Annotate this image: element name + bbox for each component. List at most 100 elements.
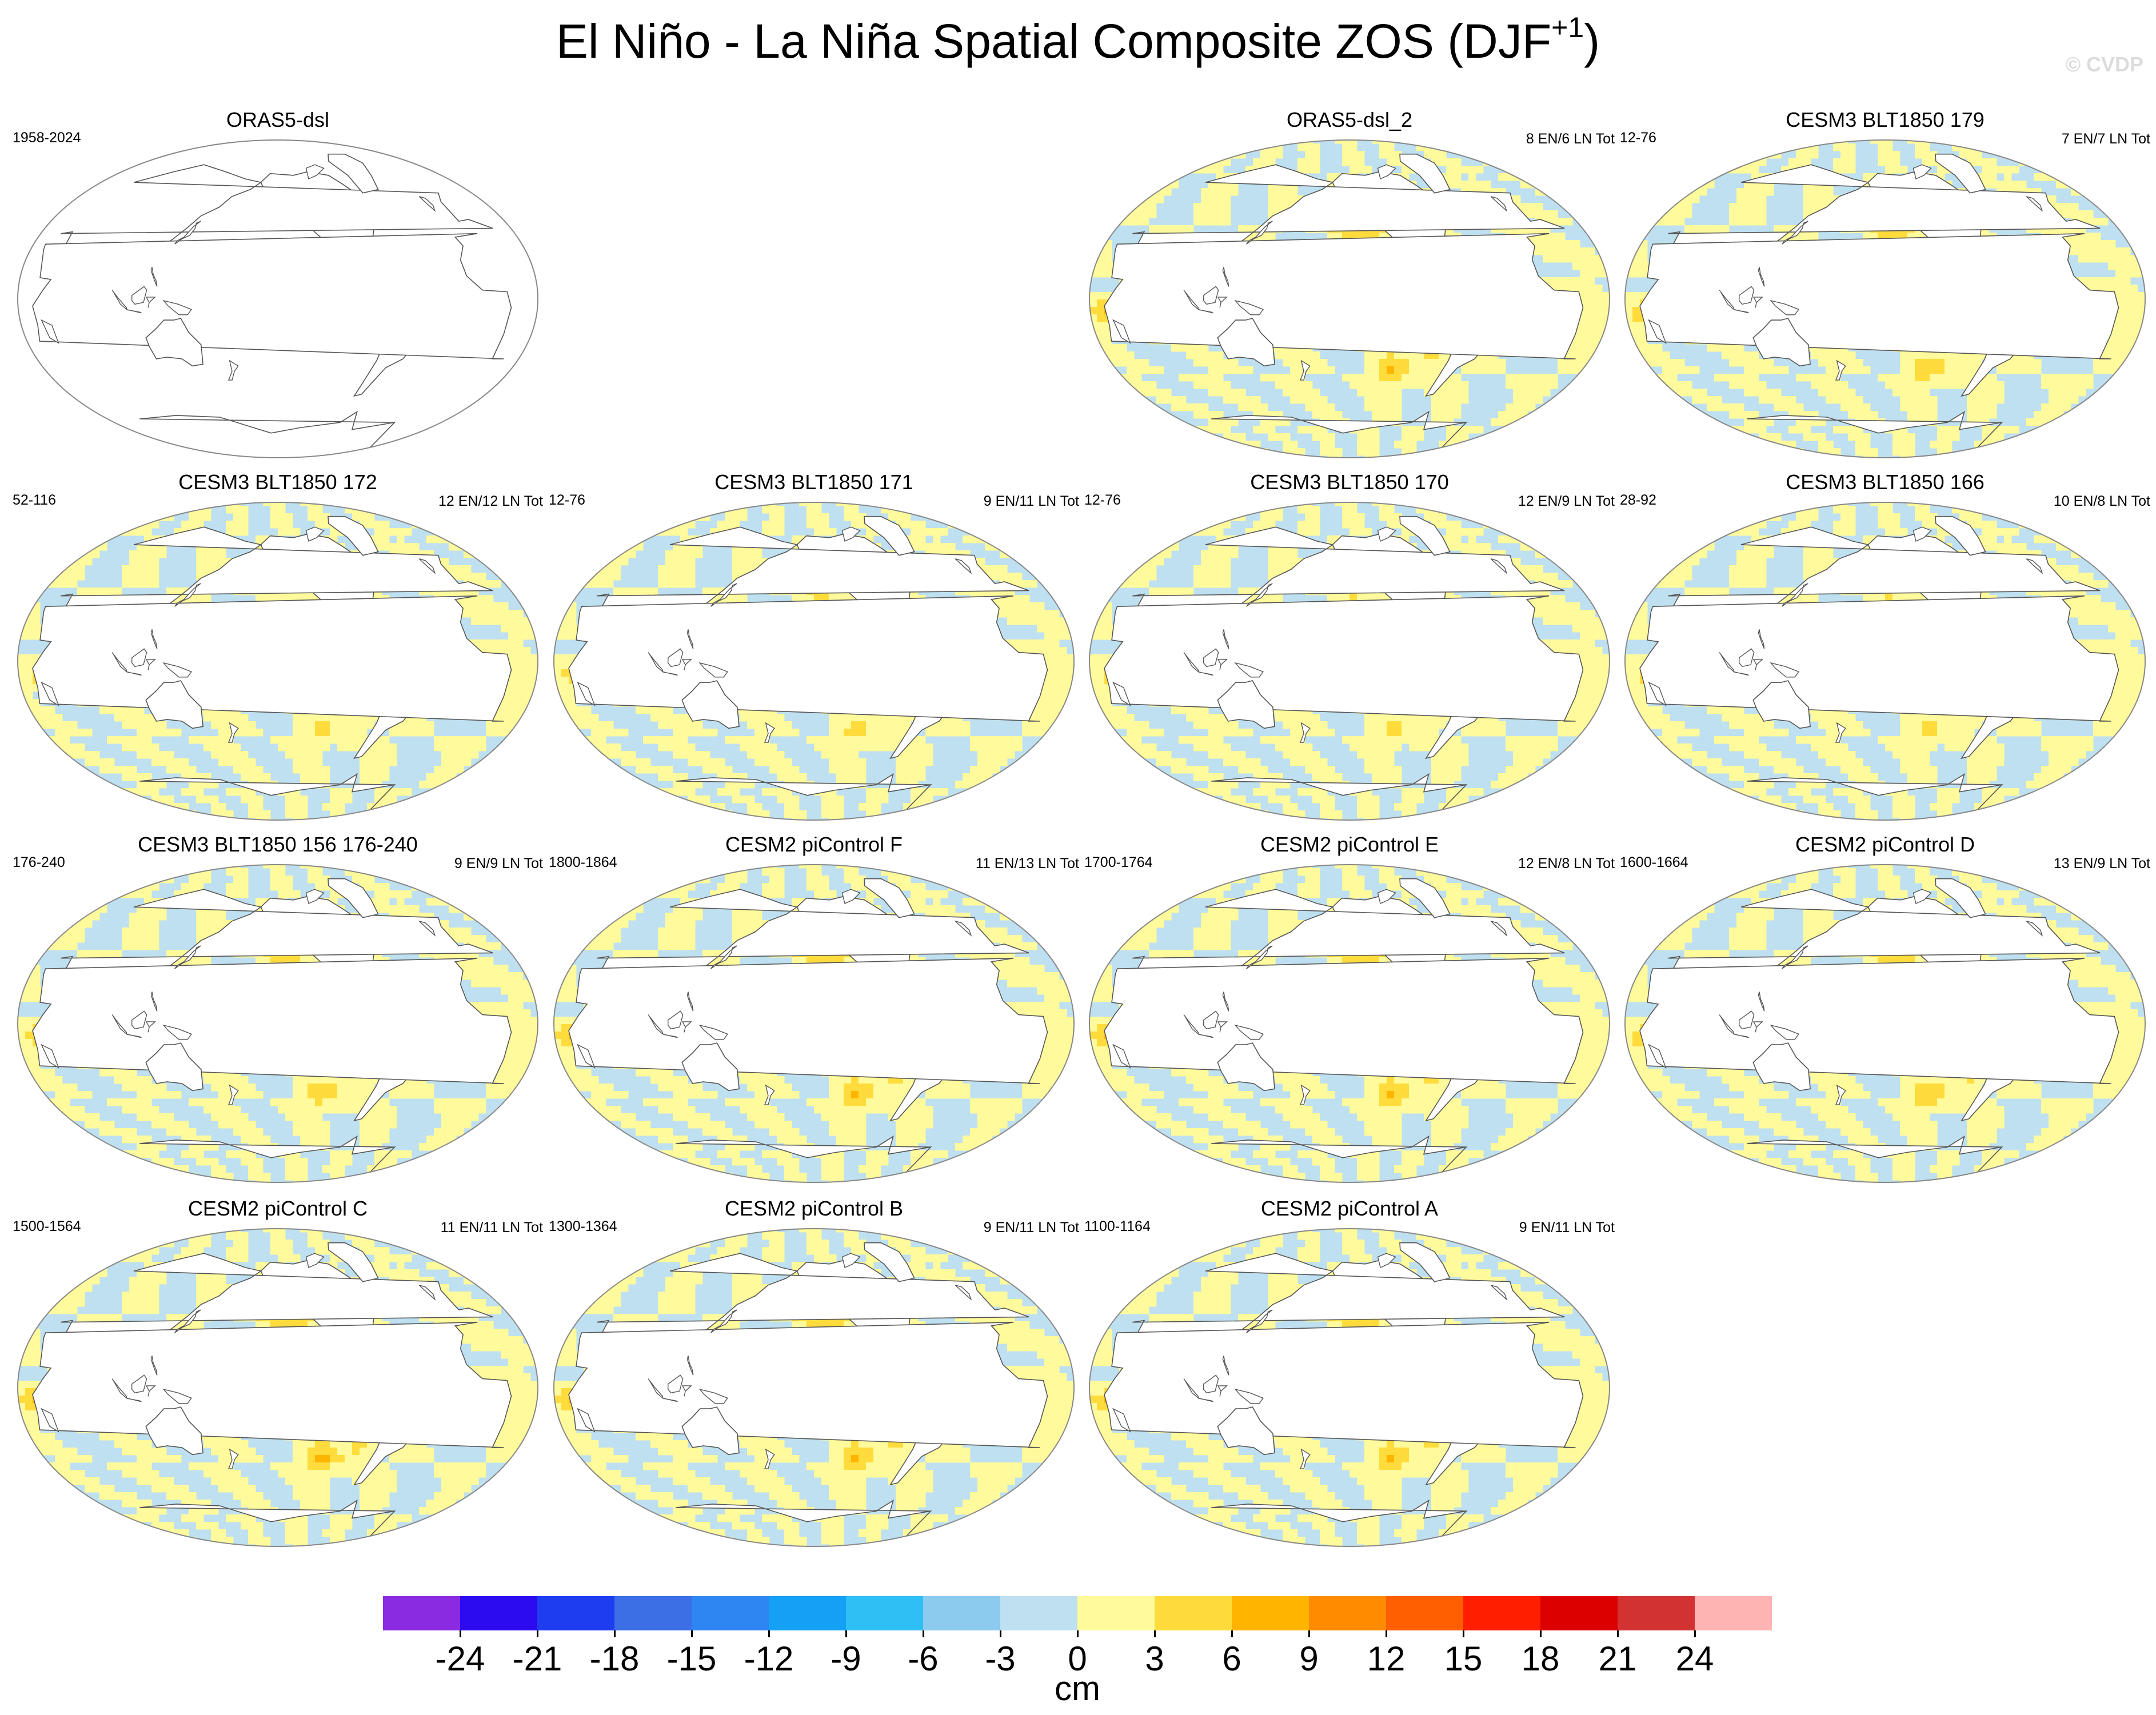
island-landmass [1222, 629, 1229, 649]
island-landmass [1752, 297, 1763, 308]
island-landmass [1490, 558, 1508, 574]
island-landmass [1112, 681, 1131, 706]
island-landmass [1913, 889, 1932, 904]
island-landmass [1835, 359, 1846, 381]
island-landmass [1490, 921, 1508, 937]
island-landmass [227, 1084, 239, 1105]
island-landmass [162, 1024, 192, 1040]
map-border [1089, 864, 1610, 1183]
island-landmass [174, 583, 201, 607]
map-panel: CESM3 BLT1850 170 12-76 12 EN/9 LN Tot [1082, 470, 1617, 830]
australia-landmass [145, 318, 203, 367]
africa-landmass [1639, 233, 2119, 359]
antarctica-landmass [1211, 1135, 1468, 1182]
island-landmass [131, 1374, 147, 1394]
colorbar-tick [1386, 1630, 1387, 1637]
island-landmass [1299, 359, 1311, 381]
colorbar-swatch [1618, 1596, 1695, 1630]
colorbar-swatch [1463, 1596, 1540, 1630]
island-landmass [1299, 1448, 1311, 1469]
island-landmass [150, 629, 158, 649]
colorbar-tick [1694, 1630, 1696, 1637]
colorbar-swatch [1077, 1596, 1155, 1630]
island-landmass [227, 722, 239, 743]
island-landmass [1782, 945, 1808, 969]
island-landmass [1198, 309, 1213, 314]
island-landmass [1835, 722, 1846, 743]
island-landmass [418, 1285, 436, 1301]
island-landmass [126, 1397, 142, 1402]
panel-title: CESM2 piControl E [1082, 832, 1617, 857]
map-panel: CESM3 BLT1850 179 12-76 7 EN/7 LN Tot [1618, 107, 2153, 467]
antarctica-landmass [1747, 773, 2003, 820]
island-landmass [41, 1044, 59, 1069]
island-landmass [150, 992, 158, 1012]
map-panel: CESM3 BLT1850 171 12-76 9 EN/11 LN Tot [546, 470, 1081, 830]
island-landmass [1648, 681, 1667, 706]
map-border [17, 139, 538, 458]
island-landmass [764, 722, 775, 743]
island-landmass [1758, 267, 1765, 287]
australia-landmass [1217, 318, 1275, 367]
island-landmass [1782, 583, 1808, 607]
island-landmass [305, 164, 325, 179]
panel-title: CESM2 piControl B [546, 1196, 1081, 1221]
map-panel: CESM2 piControl D 1600-1664 13 EN/9 LN Tot [1618, 832, 2153, 1192]
island-landmass [227, 1448, 239, 1469]
island-landmass [1738, 1010, 1755, 1030]
island-landmass [1112, 1408, 1131, 1433]
colorbar-tick-label: -9 [800, 1639, 892, 1679]
island-landmass [662, 1033, 678, 1038]
island-landmass [764, 1448, 775, 1469]
colorbar-swatch [1386, 1596, 1463, 1630]
colorbar-swatch [1155, 1596, 1232, 1630]
colorbar-tick-label: 21 [1572, 1639, 1663, 1679]
africa-landmass [32, 595, 512, 722]
africa-landmass [568, 1321, 1048, 1448]
map-panel: ORAS5-dsl_2 8 EN/6 LN Tot [1082, 107, 1617, 467]
colorbar-swatch [1309, 1596, 1386, 1630]
colorbar-swatch [383, 1596, 460, 1630]
panel-event-count: 13 EN/9 LN Tot [2054, 855, 2150, 872]
panel-event-count: 9 EN/11 LN Tot [984, 493, 1079, 510]
island-landmass [1377, 1253, 1396, 1268]
island-landmass [686, 992, 694, 1012]
island-landmass [1734, 1033, 1749, 1038]
island-landmass [1770, 299, 1799, 315]
island-landmass [710, 583, 737, 607]
island-landmass [1648, 1044, 1667, 1069]
island-landmass [1377, 526, 1396, 542]
greenland-landmass [1399, 515, 1451, 556]
panel-title: CESM2 piControl D [1618, 832, 2153, 857]
colorbar-swatch [1232, 1596, 1309, 1630]
island-landmass [686, 629, 694, 649]
island-landmass [1234, 1388, 1264, 1404]
antarctica-landmass [1211, 410, 1468, 458]
colorbar-swatch [692, 1596, 769, 1630]
greenland-landmass [864, 878, 915, 918]
africa-landmass [1639, 957, 2119, 1084]
map-border [553, 864, 1075, 1183]
colorbar-swatch [769, 1596, 846, 1630]
island-landmass [1752, 1021, 1763, 1033]
colorbar-swatch [1000, 1596, 1077, 1630]
map-11 [1624, 864, 2146, 1183]
island-landmass [667, 648, 684, 667]
map-13 [553, 1228, 1075, 1547]
map-5 [553, 502, 1075, 821]
island-landmass [1377, 889, 1396, 904]
colorbar-tick [1154, 1630, 1156, 1637]
panel-years: 1700-1764 [1084, 854, 1153, 871]
island-landmass [131, 1010, 147, 1030]
colorbar-tick [768, 1630, 770, 1637]
island-landmass [174, 221, 201, 245]
island-landmass [681, 659, 692, 670]
africa-landmass [568, 957, 1048, 1084]
colorbar-tick-label: -6 [877, 1639, 969, 1679]
australia-landmass [1752, 680, 1811, 729]
copyright-watermark: © CVDP [1972, 53, 2143, 77]
island-landmass [145, 1385, 156, 1397]
africa-landmass [32, 1321, 512, 1448]
island-landmass [1299, 1084, 1311, 1105]
island-landmass [1234, 1024, 1264, 1040]
